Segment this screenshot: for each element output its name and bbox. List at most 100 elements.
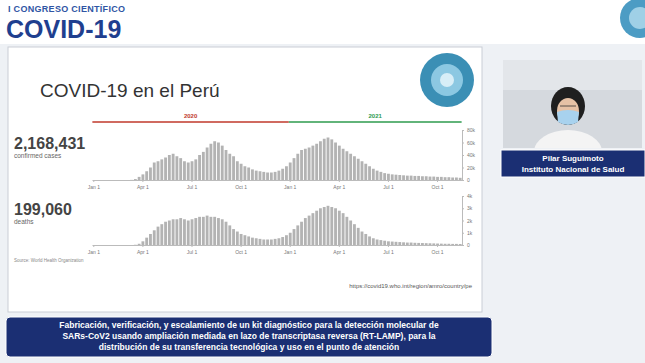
bar <box>345 151 348 180</box>
y-tick-mark <box>462 245 464 246</box>
x-tick-label: Oct 1 <box>432 184 444 190</box>
bar <box>251 238 254 245</box>
bar <box>281 169 284 180</box>
y-tick: 0 <box>462 242 470 248</box>
slide-virus-icon <box>420 53 474 107</box>
bar <box>315 211 318 245</box>
speaker-video <box>503 60 642 148</box>
x-axis-line <box>93 245 463 246</box>
bar <box>372 169 375 180</box>
bar <box>440 244 443 245</box>
period-label: 2020 <box>184 113 198 119</box>
bar <box>213 217 216 245</box>
x-tick-mark <box>437 245 438 247</box>
y-axis: 01k2k3k4k <box>462 193 473 248</box>
bar <box>247 236 250 245</box>
bar <box>198 155 201 180</box>
bar <box>289 163 292 181</box>
period-line <box>92 121 288 123</box>
chart: Jan 1Apr 1Jul 1Oct 1Jan 1Apr 1Jul 1Oct 1… <box>14 127 476 189</box>
x-tick: Oct 1 <box>432 180 444 190</box>
x-tick-label: Oct 1 <box>235 249 247 255</box>
x-tick-label: Apr 1 <box>137 249 149 255</box>
bar <box>391 242 394 245</box>
bar <box>274 239 277 245</box>
bar <box>459 244 462 245</box>
y-tick-label: 60k <box>467 140 476 146</box>
bar <box>179 218 182 245</box>
x-tick-label: Jul 1 <box>383 184 394 190</box>
footer-line: distribución de su transferencia tecnoló… <box>99 342 399 352</box>
bar <box>255 171 258 180</box>
bar <box>160 159 163 180</box>
footer-line: SARs-CoV2 usando ampliación mediada en l… <box>62 331 435 341</box>
x-tick: Oct 1 <box>432 245 444 255</box>
y-tick-mark <box>462 180 464 181</box>
x-tick: Jan 1 <box>284 180 296 190</box>
bar <box>115 180 118 181</box>
bar <box>100 180 103 181</box>
plot-marks <box>130 138 461 181</box>
y-tick-label: 40k <box>467 152 476 158</box>
bar <box>183 219 186 245</box>
bar <box>353 156 356 180</box>
bar <box>255 238 258 245</box>
bar <box>436 244 439 245</box>
bar <box>141 241 144 245</box>
x-tick-mark <box>339 245 340 247</box>
bar <box>387 174 390 180</box>
bar <box>330 139 333 180</box>
bar <box>296 225 299 245</box>
bar <box>342 213 345 245</box>
bar <box>296 154 299 180</box>
chart-subtitle: deaths <box>14 218 34 225</box>
bar <box>251 169 254 180</box>
bar <box>172 154 175 180</box>
y-tick-label: 20k <box>467 165 476 171</box>
background <box>0 0 645 363</box>
slide-frame <box>8 47 482 312</box>
bar <box>145 238 148 245</box>
bar <box>138 177 141 180</box>
x-tick-label: Oct 1 <box>432 249 444 255</box>
bar <box>126 180 129 181</box>
bar <box>372 238 375 245</box>
bar <box>444 244 447 245</box>
y-tick: 3k <box>462 205 473 211</box>
bar <box>100 245 103 246</box>
header-band <box>0 0 645 44</box>
y-tick: 0 <box>462 177 470 183</box>
bar <box>115 245 118 246</box>
bar <box>319 141 322 180</box>
bar <box>330 207 333 245</box>
speaker-institution: Instituto Nacional de Salud <box>522 165 625 174</box>
bar <box>259 239 262 245</box>
bar <box>327 138 330 181</box>
bar <box>323 139 326 180</box>
bar <box>168 221 171 246</box>
bar <box>342 149 345 180</box>
bar <box>308 148 311 181</box>
bar <box>240 164 243 180</box>
y-tick-mark <box>462 168 464 169</box>
x-tick-label: Jan 1 <box>284 184 296 190</box>
period-line <box>289 121 462 123</box>
bar <box>455 178 458 181</box>
x-tick-label: Apr 1 <box>333 184 345 190</box>
bar <box>92 180 95 181</box>
chart-subtitle: confirmed cases <box>14 152 62 159</box>
bar <box>243 166 246 180</box>
footer-line: Fabricación, verificación, y escalamient… <box>59 320 439 330</box>
x-tick: Apr 1 <box>137 180 149 190</box>
bar <box>402 175 405 180</box>
x-tick-label: Oct 1 <box>235 184 247 190</box>
bar <box>345 217 348 245</box>
y-tick-label: 1k <box>467 230 473 236</box>
y-tick: 20k <box>462 165 476 171</box>
bar <box>217 218 220 245</box>
bar <box>277 171 280 180</box>
y-axis: 020k40k60k80k <box>462 127 476 183</box>
bar <box>168 155 171 180</box>
bar <box>209 217 212 245</box>
bar <box>225 150 228 180</box>
